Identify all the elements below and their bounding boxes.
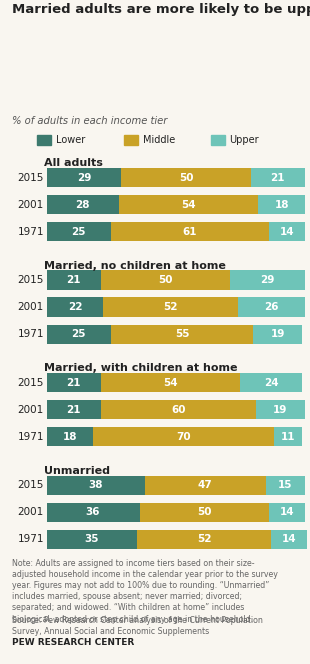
Text: 11: 11	[281, 432, 295, 442]
Bar	[46, 270, 101, 290]
Bar	[238, 297, 305, 317]
Text: Note: Adults are assigned to income tiers based on their size-
adjusted househol: Note: Adults are assigned to income tier…	[12, 559, 278, 623]
Text: 14: 14	[279, 226, 294, 236]
Text: 50: 50	[158, 275, 173, 285]
Bar	[46, 400, 101, 420]
Text: 25: 25	[72, 226, 86, 236]
Bar	[46, 373, 101, 392]
Text: 1971: 1971	[17, 329, 44, 339]
Bar	[250, 168, 305, 187]
Text: 2001: 2001	[18, 507, 44, 517]
Bar	[101, 270, 230, 290]
Bar	[46, 297, 103, 317]
Text: 35: 35	[84, 535, 99, 544]
Bar	[46, 222, 111, 241]
Bar	[46, 325, 111, 344]
Text: 54: 54	[163, 378, 178, 388]
Text: 54: 54	[181, 200, 196, 210]
Text: 2015: 2015	[18, 275, 44, 285]
Bar	[124, 135, 138, 145]
Bar	[103, 297, 238, 317]
Bar	[274, 427, 302, 446]
Text: 21: 21	[66, 378, 81, 388]
Bar	[269, 503, 305, 522]
Text: 24: 24	[264, 378, 279, 388]
Text: 50: 50	[179, 173, 193, 183]
Bar	[266, 475, 305, 495]
Text: 1971: 1971	[17, 226, 44, 236]
Bar	[256, 400, 305, 420]
Text: Married, with children at home: Married, with children at home	[44, 363, 237, 373]
Text: All adults: All adults	[44, 158, 103, 168]
Text: PEW RESEARCH CENTER: PEW RESEARCH CENTER	[12, 638, 135, 647]
Text: 15: 15	[278, 480, 293, 490]
Text: % of adults in each income tier: % of adults in each income tier	[12, 116, 168, 126]
Bar	[253, 325, 302, 344]
Text: Lower: Lower	[56, 135, 85, 145]
Bar	[46, 195, 119, 214]
Text: 14: 14	[282, 535, 297, 544]
Bar	[93, 427, 274, 446]
Bar	[240, 373, 302, 392]
Text: 19: 19	[273, 404, 287, 415]
Text: 25: 25	[72, 329, 86, 339]
Bar	[211, 135, 225, 145]
Text: 28: 28	[75, 200, 90, 210]
Bar	[137, 530, 271, 549]
Bar	[122, 168, 250, 187]
Text: Upper: Upper	[229, 135, 259, 145]
Text: 2015: 2015	[18, 173, 44, 183]
Bar	[46, 503, 140, 522]
Bar	[111, 222, 269, 241]
Text: 22: 22	[68, 302, 82, 312]
Bar	[269, 222, 305, 241]
Text: 2001: 2001	[18, 404, 44, 415]
Text: Unmarried: Unmarried	[44, 465, 110, 475]
Text: 38: 38	[88, 480, 103, 490]
Text: Source: Pew Research Center analysis of the Current Population
Survey, Annual So: Source: Pew Research Center analysis of …	[12, 616, 263, 636]
Bar	[46, 530, 137, 549]
Bar	[271, 530, 308, 549]
Text: 2015: 2015	[18, 480, 44, 490]
Text: 18: 18	[274, 200, 289, 210]
Text: 70: 70	[176, 432, 191, 442]
Text: 36: 36	[86, 507, 100, 517]
Text: Married adults are more likely to be upper income than unmarried adults: Married adults are more likely to be upp…	[12, 3, 310, 17]
Bar	[46, 427, 93, 446]
Bar	[46, 475, 145, 495]
Bar	[119, 195, 258, 214]
Text: 26: 26	[264, 302, 278, 312]
Text: 60: 60	[171, 404, 185, 415]
Text: 29: 29	[77, 173, 91, 183]
Text: 55: 55	[175, 329, 189, 339]
Text: 29: 29	[260, 275, 275, 285]
Bar	[140, 503, 269, 522]
Text: 2001: 2001	[18, 302, 44, 312]
Text: 2015: 2015	[18, 378, 44, 388]
Text: 2001: 2001	[18, 200, 44, 210]
Text: 1971: 1971	[17, 535, 44, 544]
Text: 14: 14	[279, 507, 294, 517]
Bar	[111, 325, 253, 344]
Text: 50: 50	[197, 507, 211, 517]
Text: 21: 21	[270, 173, 285, 183]
Bar	[258, 195, 305, 214]
Text: Married, no children at home: Married, no children at home	[44, 260, 226, 271]
Text: 61: 61	[183, 226, 197, 236]
Bar	[37, 135, 51, 145]
Text: 52: 52	[197, 535, 211, 544]
Text: 52: 52	[163, 302, 178, 312]
Bar	[145, 475, 266, 495]
Bar	[230, 270, 305, 290]
Text: 47: 47	[198, 480, 213, 490]
Text: 19: 19	[271, 329, 285, 339]
Text: 18: 18	[63, 432, 77, 442]
Bar	[101, 373, 240, 392]
Text: Middle: Middle	[143, 135, 175, 145]
Text: 21: 21	[66, 275, 81, 285]
Text: 1971: 1971	[17, 432, 44, 442]
Bar	[46, 168, 122, 187]
Bar	[101, 400, 256, 420]
Text: 21: 21	[66, 404, 81, 415]
